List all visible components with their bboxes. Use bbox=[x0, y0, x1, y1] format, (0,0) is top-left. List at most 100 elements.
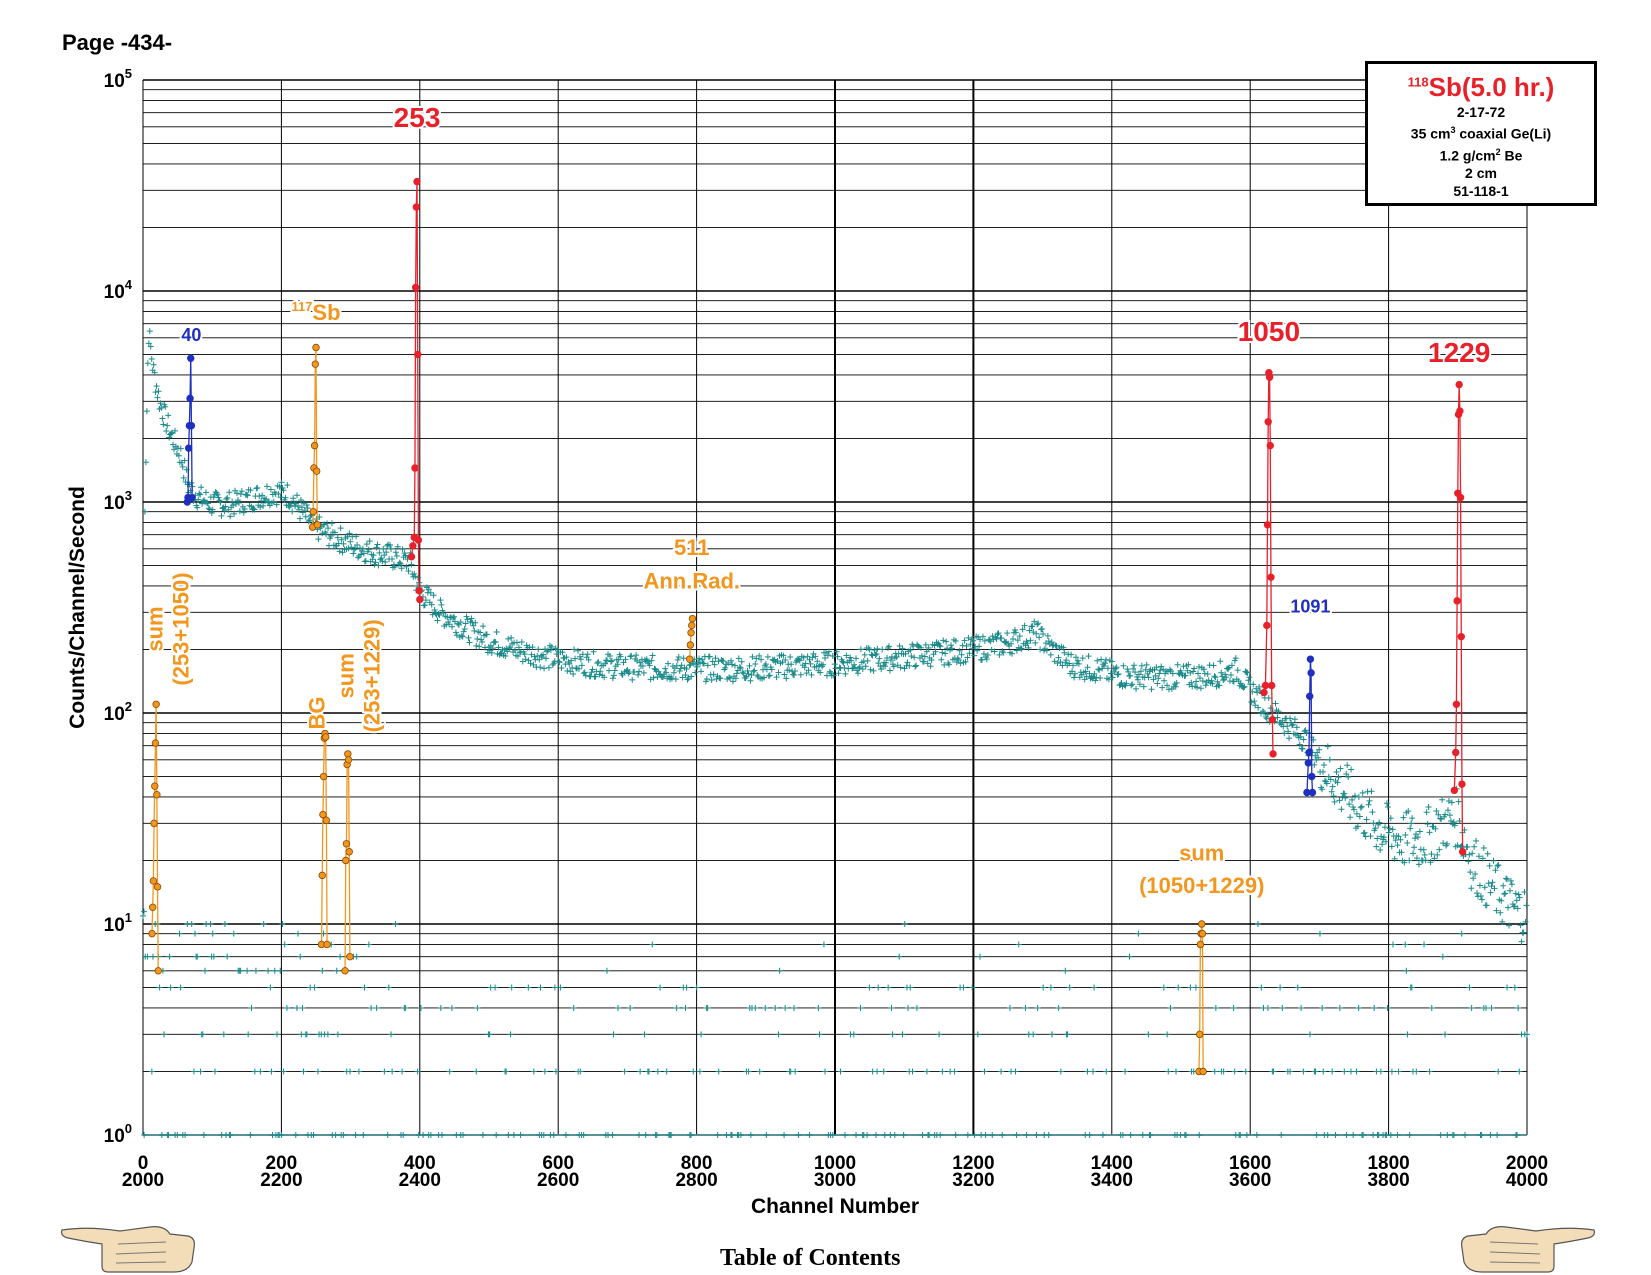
peak-point bbox=[150, 819, 158, 828]
data-point bbox=[1089, 1068, 1096, 1075]
next-page-hand-icon[interactable] bbox=[1458, 1222, 1598, 1274]
data-point bbox=[196, 490, 203, 497]
data-point bbox=[952, 638, 959, 645]
data-point bbox=[507, 644, 514, 651]
data-point bbox=[306, 517, 313, 524]
data-point bbox=[1047, 984, 1054, 991]
peak-series bbox=[148, 177, 1467, 1076]
data-point bbox=[907, 984, 914, 991]
data-point bbox=[224, 494, 231, 501]
data-point bbox=[1107, 670, 1114, 677]
data-point bbox=[323, 531, 330, 538]
data-point bbox=[1351, 792, 1358, 799]
data-point bbox=[577, 1068, 584, 1075]
data-point bbox=[640, 669, 647, 676]
data-point bbox=[1413, 855, 1420, 862]
data-point bbox=[1049, 1031, 1056, 1038]
data-point bbox=[887, 657, 894, 664]
data-point bbox=[293, 1004, 300, 1011]
data-point bbox=[166, 434, 173, 441]
peak-point bbox=[688, 621, 696, 630]
data-point bbox=[541, 1068, 548, 1075]
data-point bbox=[145, 340, 152, 347]
data-point bbox=[153, 383, 160, 390]
data-point bbox=[295, 502, 302, 509]
data-point bbox=[399, 546, 406, 553]
data-point bbox=[728, 657, 735, 664]
data-point bbox=[1329, 1068, 1336, 1075]
data-point bbox=[1293, 724, 1300, 731]
data-point bbox=[361, 984, 368, 991]
data-point bbox=[345, 545, 352, 552]
data-point bbox=[1442, 1031, 1449, 1038]
data-point bbox=[1500, 882, 1507, 889]
data-point bbox=[1216, 682, 1223, 689]
data-point bbox=[373, 544, 380, 551]
data-point bbox=[1516, 894, 1523, 901]
data-point bbox=[720, 658, 727, 665]
data-point bbox=[1174, 661, 1181, 668]
data-point bbox=[1139, 1132, 1146, 1138]
data-point bbox=[696, 655, 703, 662]
data-point bbox=[463, 613, 470, 620]
data-point bbox=[937, 643, 944, 650]
data-point bbox=[493, 628, 500, 635]
data-point bbox=[161, 1031, 168, 1038]
data-point bbox=[214, 491, 221, 498]
data-point bbox=[466, 639, 473, 646]
data-point bbox=[621, 1068, 628, 1075]
data-point bbox=[265, 967, 272, 974]
peak-point bbox=[149, 877, 158, 885]
data-point bbox=[765, 672, 772, 679]
source-info-box: 118Sb(5.0 hr.) 2-17-72 35 cm3 coaxial Ge… bbox=[1365, 61, 1597, 206]
table-of-contents-link[interactable]: Table of Contents bbox=[720, 1245, 901, 1271]
data-point bbox=[605, 667, 612, 674]
data-point bbox=[851, 661, 858, 668]
x-tick-label-bottom: 3800 bbox=[1367, 1170, 1409, 1191]
data-point bbox=[1045, 1132, 1052, 1138]
data-point bbox=[608, 657, 615, 664]
data-point bbox=[993, 635, 1000, 642]
data-point bbox=[698, 656, 705, 663]
data-point bbox=[610, 1031, 617, 1038]
data-point bbox=[1025, 644, 1032, 651]
data-point bbox=[388, 1031, 395, 1038]
data-point bbox=[737, 665, 744, 672]
data-point bbox=[853, 1132, 860, 1138]
data-point bbox=[159, 415, 166, 422]
peak-point bbox=[1304, 759, 1313, 767]
data-point bbox=[1387, 1132, 1394, 1138]
data-point bbox=[1381, 834, 1388, 841]
data-point bbox=[1199, 677, 1206, 684]
data-point bbox=[922, 641, 929, 648]
data-point bbox=[937, 1132, 944, 1138]
data-point bbox=[904, 659, 911, 666]
data-point bbox=[305, 518, 312, 525]
data-point bbox=[1466, 851, 1473, 858]
data-point bbox=[215, 494, 222, 501]
data-point bbox=[1515, 1004, 1522, 1011]
data-point bbox=[543, 648, 550, 655]
data-point bbox=[1521, 888, 1528, 895]
data-point bbox=[1057, 659, 1064, 666]
data-point bbox=[731, 662, 738, 669]
data-point bbox=[450, 613, 457, 620]
data-point bbox=[745, 671, 752, 678]
data-point bbox=[570, 1004, 577, 1011]
data-point bbox=[1490, 857, 1497, 864]
data-point bbox=[696, 1068, 703, 1075]
data-point bbox=[1503, 875, 1510, 882]
data-point bbox=[622, 656, 629, 663]
data-point bbox=[782, 656, 789, 663]
data-point bbox=[360, 1132, 367, 1138]
data-point bbox=[1084, 1068, 1091, 1075]
data-point bbox=[1357, 804, 1364, 811]
data-point bbox=[738, 658, 745, 665]
data-point bbox=[1217, 658, 1224, 665]
data-point bbox=[571, 646, 578, 653]
previous-page-hand-icon[interactable] bbox=[58, 1222, 198, 1274]
data-point bbox=[517, 1132, 524, 1138]
data-point bbox=[881, 1132, 888, 1138]
data-point bbox=[427, 1132, 434, 1138]
data-point bbox=[814, 658, 821, 665]
